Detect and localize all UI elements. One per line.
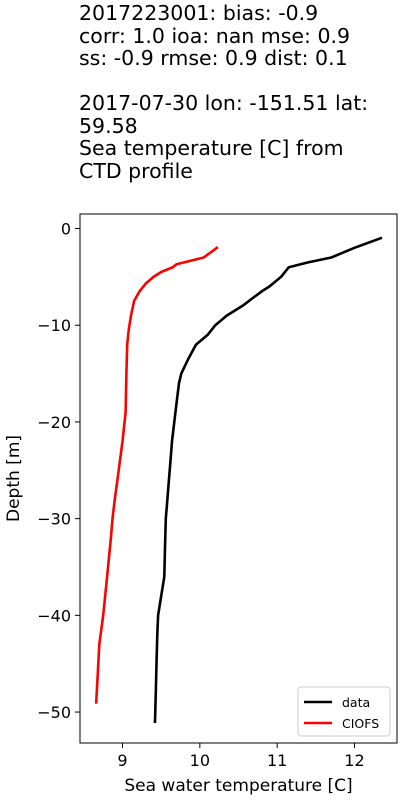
series-line-ciofs bbox=[94, 245, 219, 704]
legend: data CIOFS bbox=[297, 686, 391, 737]
series-line-data bbox=[153, 236, 383, 724]
plot-frame bbox=[79, 213, 398, 744]
y-tick-label: −50 bbox=[37, 703, 71, 722]
y-tick-label: 0 bbox=[61, 220, 71, 239]
y-tick-label: −20 bbox=[37, 413, 71, 432]
y-axis-label: Depth [m] bbox=[4, 435, 24, 522]
chart-title: 2017223001: bias: -0.9 corr: 1.0 ioa: na… bbox=[79, 1, 369, 183]
x-tick-label: 11 bbox=[267, 751, 287, 770]
x-tick-label: 9 bbox=[117, 751, 127, 770]
legend-label: data bbox=[342, 695, 370, 710]
x-tick-label: 12 bbox=[344, 751, 364, 770]
x-axis-label: Sea water temperature [C] bbox=[124, 776, 352, 796]
y-tick-label: −40 bbox=[37, 606, 71, 625]
y-tick-label: −10 bbox=[37, 316, 71, 335]
legend-label: CIOFS bbox=[342, 716, 379, 731]
x-tick-label: 10 bbox=[190, 751, 210, 770]
y-tick-label: −30 bbox=[37, 510, 71, 529]
